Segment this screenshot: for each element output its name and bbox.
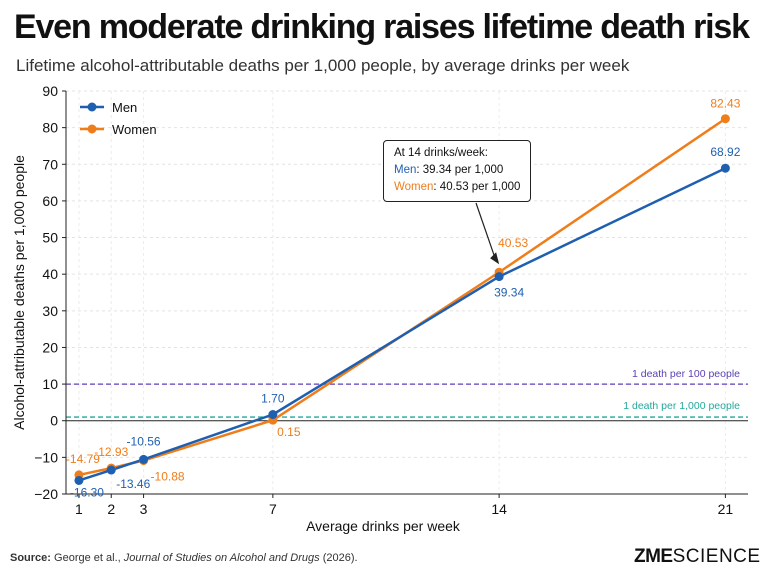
x-tick-label: 3 <box>140 501 148 517</box>
logo-science: SCIENCE <box>672 546 761 567</box>
zme-science-logo: ZMESCIENCE <box>634 546 761 568</box>
y-tick-label: 90 <box>42 83 58 99</box>
source-year: (2026). <box>319 552 358 564</box>
y-tick-label: 60 <box>42 193 58 209</box>
series-line-women <box>78 117 727 477</box>
source-authors: George et al., <box>54 552 124 564</box>
source-journal: Journal of Studies on Alcohol and Drugs <box>123 552 320 564</box>
y-tick-label: −10 <box>34 449 58 465</box>
data-label-men: -13.46 <box>116 477 150 491</box>
callout-arrowhead <box>490 252 500 265</box>
reference-line-label: 1 death per 1,000 people <box>623 400 740 412</box>
data-point-men <box>494 272 504 282</box>
data-point-men <box>268 409 278 419</box>
data-label-women: -10.88 <box>151 470 185 484</box>
data-label-women: 40.53 <box>498 236 528 250</box>
callout-men-label: Men <box>394 164 417 176</box>
logo-zme: ZME <box>634 546 673 567</box>
reference-line-label: 1 death per 100 people <box>632 368 740 380</box>
callout-women-line: Women: 40.53 per 1,000 <box>394 179 530 196</box>
data-label-men: 68.92 <box>710 145 740 159</box>
callout-pointer <box>475 202 496 259</box>
chart-title: Even moderate drinking raises lifetime d… <box>14 8 750 46</box>
y-tick-label: 20 <box>42 339 58 355</box>
x-tick-label: 14 <box>491 501 507 517</box>
legend-marker-women <box>87 124 97 134</box>
legend-label-men: Men <box>112 100 137 115</box>
data-label-women: 82.43 <box>710 97 740 111</box>
annotation-callout: At 14 drinks/week: Men: 39.34 per 1,000 … <box>383 140 531 202</box>
data-label-women: -12.93 <box>94 445 128 459</box>
data-point-men <box>106 465 116 475</box>
x-tick-label: 1 <box>75 501 83 517</box>
data-point-men <box>720 163 730 173</box>
series-line-men <box>78 167 726 482</box>
data-point-men <box>74 475 84 485</box>
data-label-women: -14.79 <box>66 452 100 466</box>
callout-women-value: : 40.53 per 1,000 <box>433 181 521 193</box>
y-tick-label: −20 <box>34 486 58 502</box>
x-tick-label: 2 <box>107 501 115 517</box>
data-label-men: 1.70 <box>261 391 285 405</box>
data-label-men: -10.56 <box>127 434 161 448</box>
x-tick-label: 21 <box>718 501 734 517</box>
x-tick-label: 7 <box>269 501 277 517</box>
x-axis-title: Average drinks per week <box>306 518 461 534</box>
y-tick-label: 80 <box>42 120 58 136</box>
data-label-men: 39.34 <box>494 286 524 300</box>
y-tick-label: 40 <box>42 266 58 282</box>
y-tick-label: 50 <box>42 230 58 246</box>
data-point-men <box>139 454 149 464</box>
data-label-women: 0.15 <box>277 425 301 439</box>
chart-subtitle: Lifetime alcohol-attributable deaths per… <box>16 56 630 75</box>
y-tick-label: 0 <box>50 413 58 429</box>
callout-men-line: Men: 39.34 per 1,000 <box>394 162 530 179</box>
data-label-men: -16.30 <box>70 485 104 499</box>
y-tick-label: 70 <box>42 156 58 172</box>
callout-heading: At 14 drinks/week: <box>394 147 488 159</box>
legend-marker-men <box>87 102 97 112</box>
source-note: Source: George et al., Journal of Studie… <box>10 552 358 564</box>
callout-men-value: : 39.34 per 1,000 <box>416 164 504 176</box>
y-axis-title: Alcohol-attributable deaths per 1,000 pe… <box>11 155 27 430</box>
legend-label-women: Women <box>112 122 157 137</box>
data-point-women <box>720 114 730 124</box>
source-label: Source: <box>10 552 51 564</box>
y-tick-label: 10 <box>42 376 58 392</box>
y-tick-label: 30 <box>42 303 58 319</box>
callout-women-label: Women <box>394 181 434 193</box>
